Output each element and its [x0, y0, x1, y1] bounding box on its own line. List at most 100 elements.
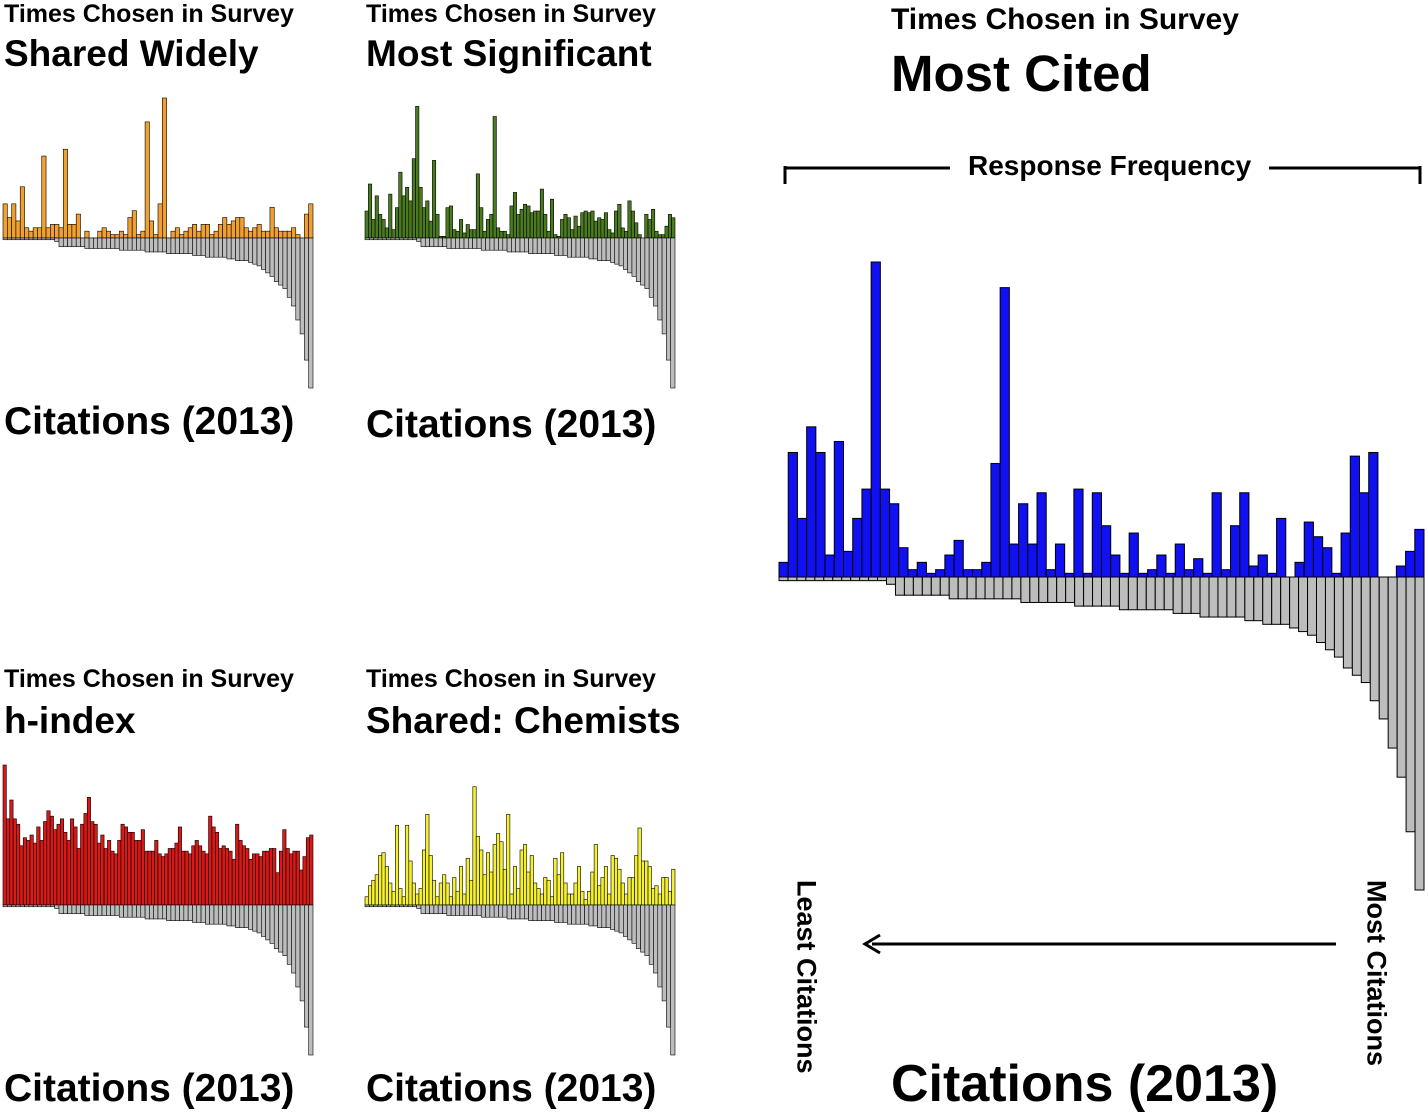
h-index-response-bar [12, 818, 17, 906]
shared-widely-citation-bar [15, 237, 21, 241]
most-significant-citation-bar [549, 237, 555, 254]
h-index-citation-bar [252, 904, 258, 932]
most-significant-citation-bar [407, 237, 413, 241]
h-index-citation-bar [45, 904, 51, 908]
most-significant-citation-bar [381, 237, 387, 241]
most-cited-response-bar [787, 451, 798, 578]
h-index-citation-bar [24, 904, 30, 908]
shared-chemists-citation-bar [468, 904, 473, 916]
most-significant-response-bar [597, 217, 602, 239]
h-index-response-bar [93, 823, 98, 906]
shared-chemists-response-bar [614, 857, 619, 906]
most-cited-citation-bar [1109, 576, 1120, 607]
shared-widely-citation-bar [62, 237, 68, 248]
most-cited-citation-bar [1226, 576, 1237, 618]
shared-widely-response-bar [144, 121, 150, 239]
most-significant-citation-bar [635, 237, 641, 282]
shared-chemists-response-bar [624, 893, 629, 906]
most-cited-citation-bar [1271, 576, 1282, 625]
h-index-citation-bar [304, 904, 309, 1028]
h-index-citation-bar [15, 904, 21, 908]
h-index-response-bar [214, 832, 219, 906]
h-index-response-bar [134, 840, 139, 906]
most-cited-citation-bar [850, 576, 861, 582]
most-significant-response-bar [368, 183, 373, 239]
shared-chemists-citation-bar [381, 904, 387, 908]
most-cited-citation-bar [1280, 576, 1291, 625]
most-cited-response-bar [1202, 572, 1213, 578]
shared-widely-response-bar [114, 234, 120, 239]
shared-widely-citation-bar [243, 237, 249, 261]
shared-widely-citation-bar [118, 237, 124, 251]
h-index-response-bar [238, 840, 243, 906]
h-index-response-bar [265, 850, 270, 906]
most-cited-response-bar [1340, 532, 1351, 578]
most-significant-citation-bar [390, 237, 396, 241]
shared-chemists-response-bar [465, 857, 470, 906]
shared-chemists-citation-bar [631, 904, 637, 944]
most-cited-citation-bar [1020, 576, 1031, 603]
shared-widely-response-bar [75, 213, 81, 239]
h-index-citation-bar [88, 904, 94, 916]
most-significant-citation-bar [480, 237, 486, 251]
h-index-citation-bar [80, 904, 86, 915]
most-cited-response-bar [815, 451, 826, 578]
shared-chemists-citation-bar [618, 904, 624, 934]
h-index-response-bar [292, 850, 297, 906]
most-cited-response-bar [1165, 572, 1176, 578]
most-cited-response-bar [1064, 572, 1075, 578]
most-cited-citation-bar [1378, 576, 1389, 720]
most-significant-response-bar [391, 229, 396, 239]
shared-widely-citation-bar [67, 237, 73, 248]
most-significant-response-bar [486, 219, 490, 239]
shared-widely-citation-bar [282, 237, 288, 289]
most-significant-citation-bar [373, 237, 379, 241]
most-significant-response-bar [546, 230, 551, 239]
most-cited-citation-bar [1163, 576, 1174, 611]
most-significant-citation-bar [416, 237, 422, 242]
most-cited-response-bar [1248, 565, 1259, 578]
most-cited-citation-bar [1199, 576, 1210, 618]
h-index-response-bar [282, 829, 287, 906]
h-index-citation-bar [114, 904, 120, 916]
shared-chemists-response-bar [395, 824, 399, 906]
shared-chemists-citation-bar [412, 904, 417, 908]
h-index-citation-bar [118, 904, 124, 918]
shared-widely-response-bar [11, 203, 17, 239]
most-significant-response-bar [381, 219, 386, 239]
shared-chemists-response-bar [452, 877, 457, 906]
most-cited-response-bar [916, 561, 927, 578]
shared-chemists-response-bar [570, 893, 575, 906]
most-significant-citation-bar [640, 237, 646, 286]
shared-chemists-response-bar [597, 885, 602, 906]
h-index-response-bar [147, 850, 152, 906]
most-significant-citation-bar [532, 237, 538, 254]
most-significant-response-bar [617, 203, 622, 239]
shared-widely-response-bar [15, 220, 21, 239]
shared-widely-response-bar [67, 224, 73, 239]
h-index-citation-bar [54, 904, 60, 909]
shared-chemists-response-bar [519, 849, 524, 906]
most-cited-response-bar [1395, 565, 1407, 578]
shared-widely-citation-bar [54, 237, 60, 242]
shared-widely-citation-bar [157, 237, 163, 253]
most-significant-response-bar [512, 192, 517, 239]
most-significant-citation-bar [670, 237, 676, 389]
most-significant-citation-bar [653, 237, 659, 307]
shared-widely-citation-bar [286, 237, 292, 298]
most-significant-citation-bar [515, 237, 521, 253]
shared-widely-response-bar [136, 234, 142, 239]
h-index-response-bar [59, 818, 64, 906]
h-index-response-bar [181, 850, 186, 906]
shared-chemists-response-bar [442, 874, 447, 906]
most-cited-response-bar [990, 462, 1001, 578]
most-significant-citation-bar [502, 237, 508, 251]
shared-chemists-citation-bar [485, 904, 491, 918]
shared-chemists-citation-bar [536, 904, 542, 921]
shared-widely-citation-bar [32, 237, 38, 241]
shared-widely-citation-bar [170, 237, 176, 254]
shared-chemists-citation-bar [545, 904, 551, 921]
most-significant-response-bar [651, 209, 656, 239]
shared-chemists-citation-bar [601, 904, 607, 928]
shared-chemists-citation-bar [511, 904, 516, 920]
